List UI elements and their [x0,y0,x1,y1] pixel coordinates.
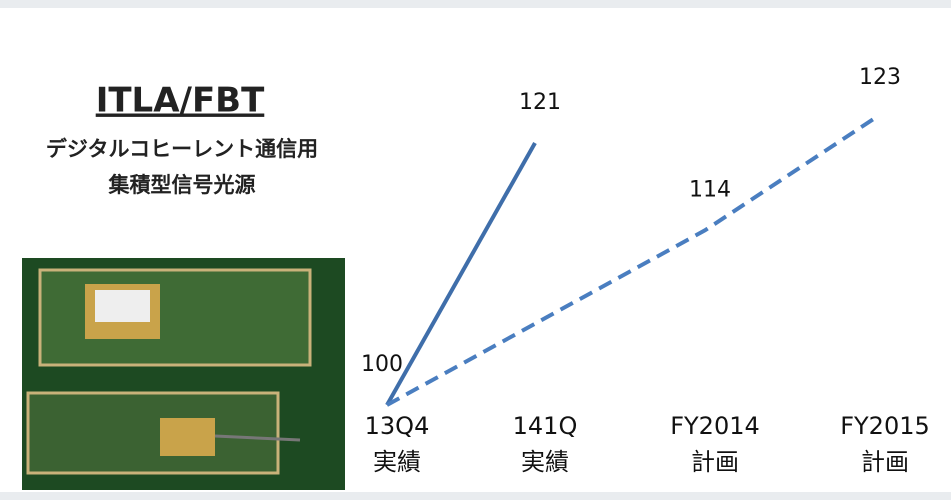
line [387,118,875,405]
data-label: 100 [361,352,403,377]
subtitle: 集積型信号光源 [108,173,256,197]
data-label: 121 [519,90,561,115]
x-tick-label: 141Q 実績 [475,408,615,480]
page: ITLA/FBT デジタルコヒーレント通信用 集積型信号光源 100 121 114… [0,0,951,500]
x-tick-label: 13Q4 実績 [327,408,467,480]
data-label: 114 [689,177,731,202]
x-tick-label: FY2014 計画 [645,408,785,480]
title: ITLA/FBT [96,81,265,121]
line [387,143,535,405]
x-tick-label: FY2015 計画 [815,408,951,480]
slide: ITLA/FBT デジタルコヒーレント通信用 集積型信号光源 100 121 114… [0,8,951,492]
subtitle: デジタルコヒーレント通信用 [46,137,318,161]
product-photo [22,258,345,490]
data-label: 123 [859,65,901,90]
